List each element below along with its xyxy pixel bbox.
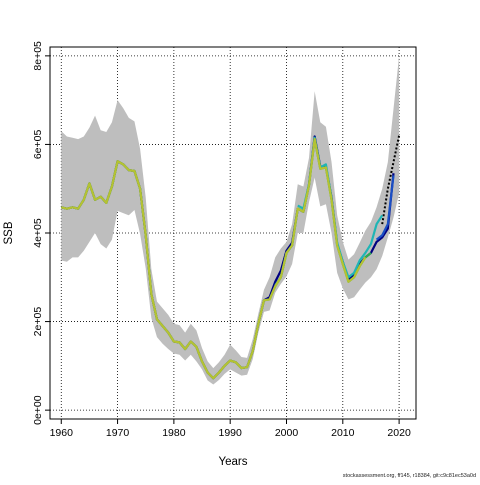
y-tick-label: 6e+05 <box>32 130 44 160</box>
x-axis: 1960 1970 1980 1990 2000 2010 2020 <box>50 419 411 439</box>
y-tick-label: 4e+05 <box>32 218 44 248</box>
x-tick-label: 1970 <box>106 427 130 439</box>
y-tick-label: 8e+05 <box>32 41 44 71</box>
series-line-7 <box>61 138 367 380</box>
series-line-1 <box>381 135 401 225</box>
x-tick-label: 2000 <box>275 427 299 439</box>
x-tick-label: 1960 <box>50 427 74 439</box>
series-lines <box>61 135 401 380</box>
footer-text: stockassessment.org, ff145, r18384, git:… <box>343 473 476 479</box>
x-tick-label: 1980 <box>162 427 186 439</box>
y-axis-label: SSB <box>3 221 15 244</box>
x-axis-label: Years <box>219 456 248 468</box>
x-tick-label: 2020 <box>387 427 411 439</box>
x-tick-label: 2010 <box>331 427 355 439</box>
y-axis: 0e+00 2e+05 4e+05 6e+05 8e+05 <box>32 41 50 425</box>
y-tick-label: 2e+05 <box>32 307 44 337</box>
y-tick-label: 0e+00 <box>32 395 44 425</box>
x-tick-label: 1990 <box>219 427 243 439</box>
series-line-3 <box>375 175 395 241</box>
